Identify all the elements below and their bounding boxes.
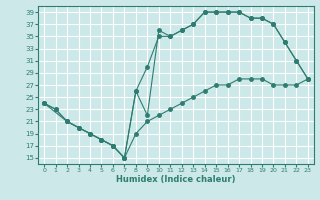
X-axis label: Humidex (Indice chaleur): Humidex (Indice chaleur) [116,175,236,184]
